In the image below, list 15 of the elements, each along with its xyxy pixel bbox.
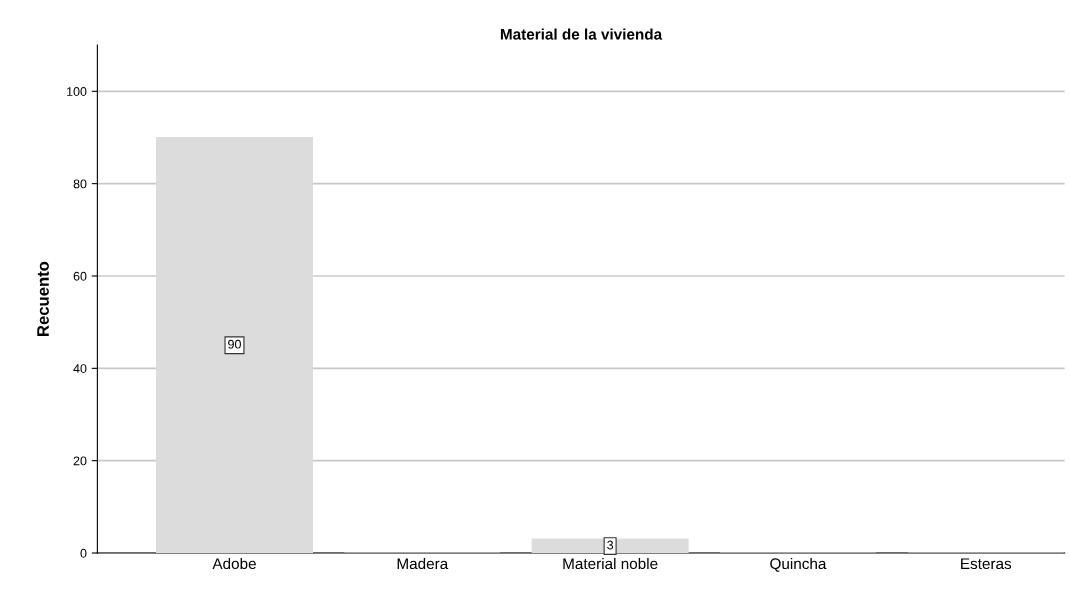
- x-tick-label: Quincha: [770, 557, 827, 572]
- data-label: 3: [607, 540, 614, 550]
- chart-title: Material de la vivienda: [500, 28, 663, 40]
- y-axis-title: Recuento: [37, 261, 49, 336]
- x-tick-label: Esteras: [961, 558, 1012, 570]
- x-tick-label: Madera: [397, 557, 449, 570]
- x-tick-label: Material noble: [563, 557, 658, 570]
- y-tick-label: 0: [80, 548, 87, 558]
- x-tick-label: Adobe: [212, 557, 256, 570]
- data-label: 90: [228, 339, 241, 349]
- y-tick-label: 20: [73, 456, 87, 466]
- y-tick-label: 40: [73, 364, 87, 373]
- y-tick-label: 80: [73, 179, 87, 189]
- y-tick-label: 60: [73, 271, 87, 281]
- y-tick-label: 100: [67, 87, 87, 96]
